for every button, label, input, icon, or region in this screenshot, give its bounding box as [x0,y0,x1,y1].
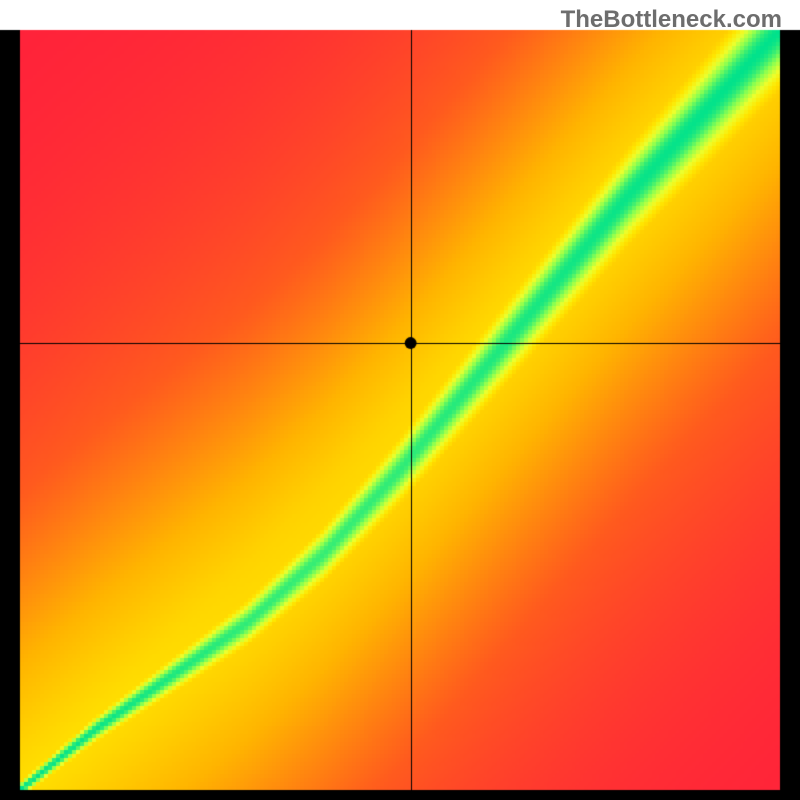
chart-container: TheBottleneck.com [0,0,800,800]
heatmap-canvas [0,0,800,800]
watermark-text: TheBottleneck.com [561,6,782,34]
